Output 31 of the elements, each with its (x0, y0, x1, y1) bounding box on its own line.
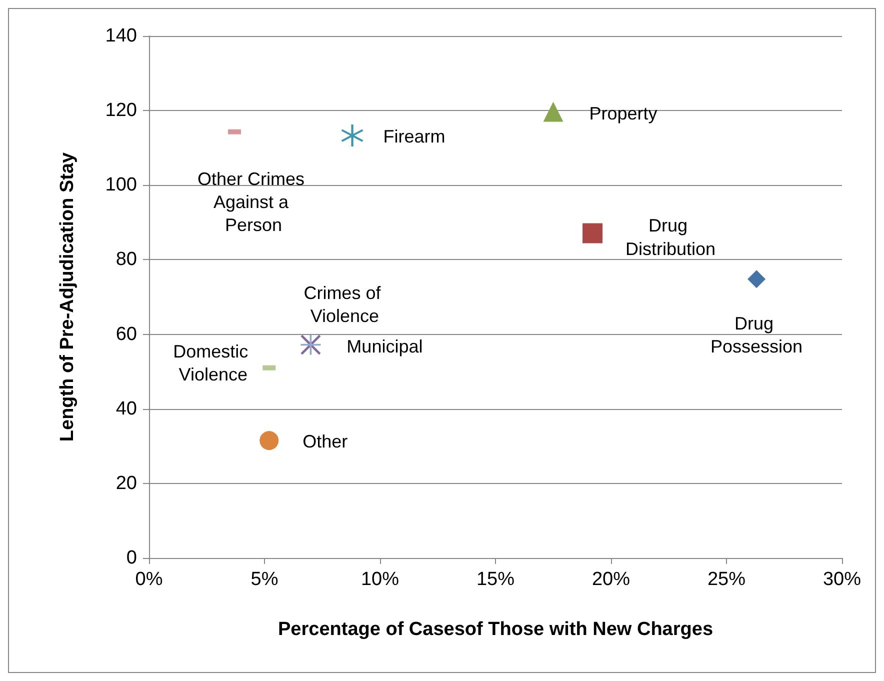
series-label: Firearm (383, 126, 446, 147)
text: Drug Possession (710, 314, 803, 357)
series-label: Other (302, 432, 348, 452)
series-label: Drug Distribution (625, 216, 716, 259)
x-tick-label: 5% (250, 569, 278, 590)
point (748, 270, 766, 288)
y-tick-label: 140 (105, 26, 137, 46)
series-label: Domestic Violence (173, 341, 254, 384)
point (260, 431, 279, 450)
x-tick-label: 20% (592, 569, 630, 590)
point (582, 223, 603, 244)
y-tick-label: 80 (116, 249, 137, 270)
point (543, 102, 564, 122)
x-tick-label: 30% (822, 569, 862, 590)
x-axis-title: Percentage of Casesof Those with New Charges (278, 619, 714, 640)
x-tick-label: 0% (135, 569, 163, 590)
x-tick-label: 10% (360, 569, 400, 590)
y-tick-label: 40 (116, 398, 137, 420)
point (341, 124, 364, 147)
y-tick-label: 20 (116, 472, 137, 494)
y-tick-label: 60 (116, 324, 137, 345)
series-label: Crimes of Violence (304, 283, 386, 326)
series-label: Property (589, 104, 658, 124)
y-tick-label: 100 (105, 174, 137, 196)
y-tick-label: 120 (105, 100, 137, 122)
text: Other Crimes Against a Person (197, 168, 310, 235)
x-tick-label: 25% (707, 569, 746, 590)
x-tick-label: 15% (476, 569, 515, 590)
y-axis-title: Length of Pre-Adjudication Stay (57, 152, 78, 442)
series-label: Municipal (346, 336, 423, 357)
y-tick-label: 0 (126, 548, 137, 568)
